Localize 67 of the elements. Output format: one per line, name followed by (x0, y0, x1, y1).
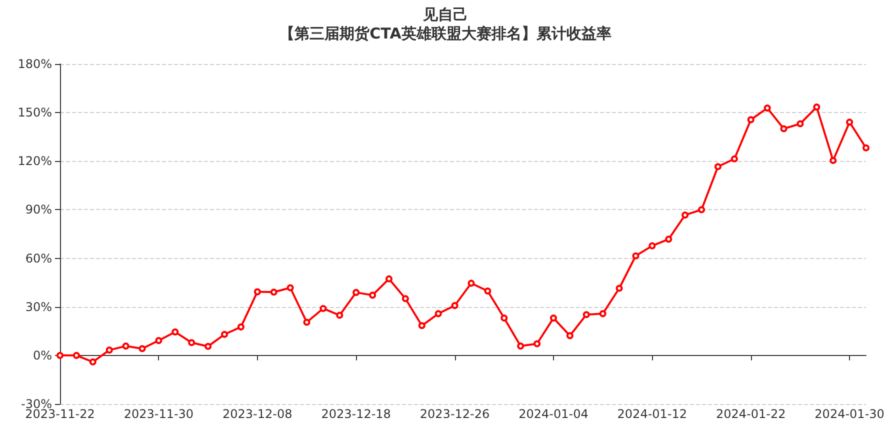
point (698, 206, 706, 214)
point (286, 284, 294, 292)
x-tick-label: 2024-01-22 (716, 407, 786, 421)
y-tick-label: 180% (18, 57, 52, 71)
point (89, 358, 96, 366)
chart-title: 见自己 (422, 6, 468, 24)
point (550, 314, 557, 322)
y-tick-label: 120% (18, 154, 52, 168)
chart-subtitle: 【第三届期货CTA英雄联盟大赛排名】累计收益率 (280, 24, 612, 42)
point (369, 292, 376, 299)
point (566, 332, 574, 340)
point (796, 120, 804, 128)
x-tick-label: 2023-11-30 (124, 407, 194, 421)
point (106, 346, 113, 354)
point (764, 104, 771, 112)
point (138, 345, 146, 352)
point (813, 104, 820, 111)
point (172, 328, 179, 336)
point (714, 163, 722, 170)
point (730, 155, 738, 162)
point (500, 314, 508, 322)
point (616, 284, 623, 292)
y-tick-label: 150% (18, 106, 52, 120)
x-tick-label: 2023-12-26 (420, 407, 490, 421)
x-tick-label: 2024-01-12 (617, 407, 688, 421)
x-tick-label: 2023-12-18 (321, 407, 391, 421)
point (846, 118, 854, 126)
point (747, 116, 754, 124)
point (320, 304, 327, 312)
point (270, 288, 278, 296)
y-tick-label: 90% (25, 202, 52, 217)
point (336, 312, 344, 319)
point (451, 302, 458, 310)
point (204, 342, 212, 350)
point (780, 125, 788, 132)
point (534, 340, 541, 348)
point (385, 275, 392, 282)
y-tick-label: 30% (25, 300, 52, 314)
point (665, 236, 672, 243)
point (484, 287, 492, 294)
point (122, 342, 130, 350)
point (188, 339, 196, 346)
point (468, 280, 475, 287)
y-tick-label: 60% (25, 251, 52, 266)
point (352, 288, 360, 296)
point (682, 212, 689, 219)
point (517, 342, 524, 350)
point (155, 337, 162, 344)
point (632, 252, 640, 260)
point (862, 144, 870, 152)
point (830, 156, 837, 164)
point (254, 288, 261, 296)
point (599, 310, 606, 318)
point (402, 295, 409, 302)
point (72, 352, 80, 359)
point (418, 322, 426, 330)
point (237, 323, 244, 330)
x-tick-label: 2023-12-08 (222, 407, 292, 421)
point (648, 242, 656, 250)
point (434, 310, 442, 318)
x-tick-label: 2024-01-30 (814, 407, 884, 421)
point (220, 330, 228, 338)
y-tick-label: 0% (32, 348, 52, 362)
x-tick-label: 2023-11-22 (25, 407, 95, 421)
point (303, 318, 310, 326)
point (582, 311, 590, 318)
x-tick-label: 2024-01-04 (518, 407, 588, 421)
